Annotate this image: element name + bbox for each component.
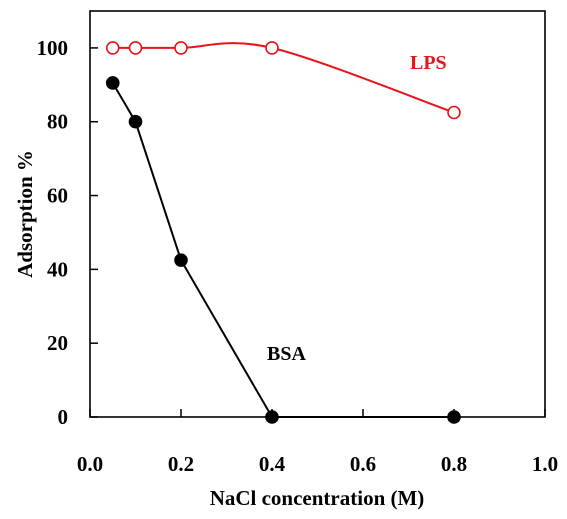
series-line-bsa — [111, 82, 454, 418]
series-layer: LPS BSA — [105, 41, 461, 424]
data-point-bsa — [265, 410, 279, 424]
x-tick-label: 1.0 — [532, 452, 558, 476]
y-tick-label: 100 — [37, 36, 69, 60]
y-tick-label: 20 — [47, 331, 68, 355]
data-point-bsa — [105, 76, 120, 90]
x-tick-label: 0.0 — [77, 452, 103, 476]
y-tick-label: 60 — [47, 184, 68, 208]
x-tick-label: 0.8 — [441, 452, 467, 476]
x-tick-label: 0.6 — [350, 452, 376, 476]
series-label-bsa: BSA — [267, 343, 306, 365]
x-tick-label: 0.2 — [168, 452, 194, 476]
data-point-lps — [174, 41, 188, 55]
data-point-lps — [128, 41, 143, 55]
x-axis-label: NaCl concentration (M) — [210, 486, 425, 510]
y-tick-label: 0 — [58, 405, 69, 429]
data-point-bsa — [447, 410, 461, 424]
x-tick-label: 0.4 — [259, 452, 286, 476]
x-axis-ticks: 0.0 0.2 0.4 0.6 0.8 1.0 — [77, 409, 558, 476]
y-axis-ticks: 0 20 40 60 80 100 — [37, 36, 98, 429]
data-point-bsa — [174, 253, 188, 267]
y-tick-label: 40 — [47, 257, 68, 281]
y-tick-label: 80 — [47, 110, 68, 134]
data-point-bsa — [128, 114, 143, 129]
data-point-lps — [447, 105, 461, 120]
y-axis-label: Adsorption % — [13, 150, 37, 278]
series-label-lps: LPS — [410, 52, 447, 74]
series-line-lps — [112, 42, 455, 114]
plot-frame — [89, 10, 546, 418]
data-point-lps — [105, 41, 120, 55]
data-point-lps — [265, 41, 279, 55]
